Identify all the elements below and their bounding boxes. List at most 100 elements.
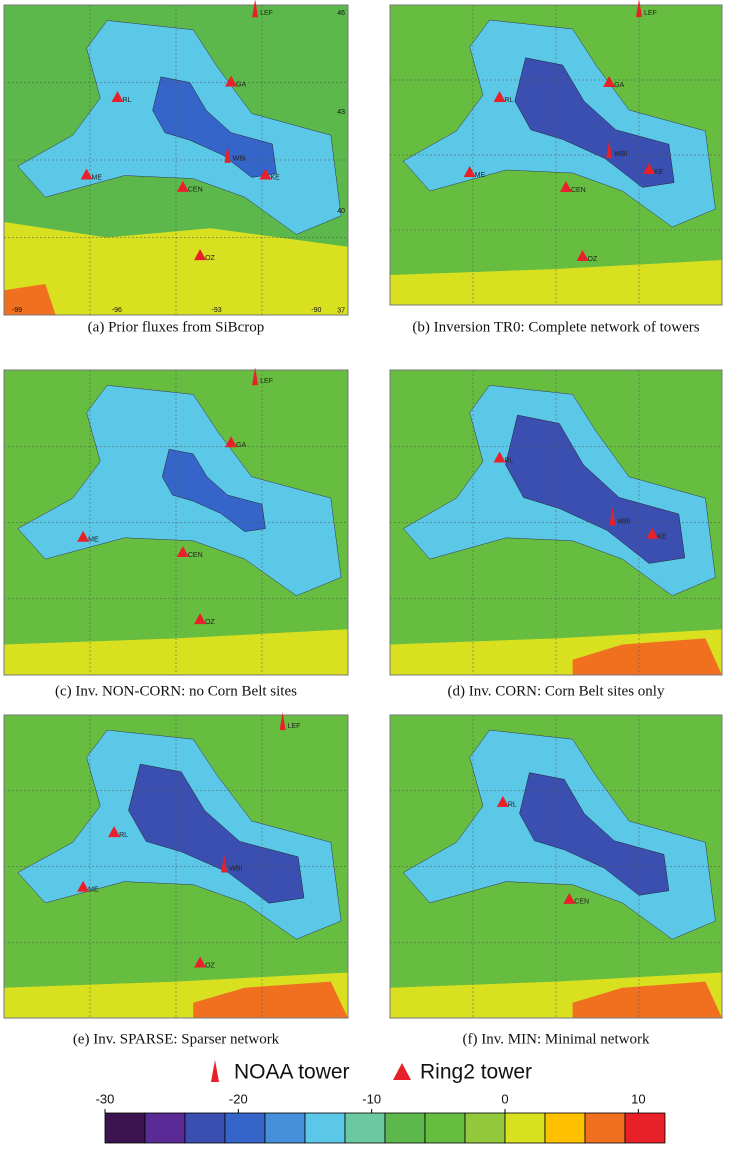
latitude-label: 43	[337, 109, 345, 116]
tower-marker	[279, 712, 286, 731]
strong-uptake-region	[519, 772, 670, 896]
site-label: OZ	[205, 619, 215, 626]
orange-patch	[4, 284, 56, 315]
orange-patch	[193, 981, 348, 1018]
tower-marker	[176, 546, 189, 557]
tower-marker	[225, 436, 238, 448]
site-label: ME	[475, 172, 486, 179]
site-label: RL	[508, 802, 517, 809]
colorbar-bin	[104, 1112, 146, 1144]
colorbar-bin	[304, 1112, 346, 1144]
site-label: CEN	[188, 552, 203, 559]
site-label: KE	[654, 169, 664, 176]
strong-uptake-region	[128, 763, 305, 904]
map-frame	[389, 369, 723, 676]
colorbar-bin	[544, 1112, 586, 1144]
longitude-label: -96	[112, 307, 122, 314]
map-frame	[389, 4, 723, 306]
site-label: WBI	[614, 151, 627, 158]
site-label: LEF	[644, 10, 657, 17]
site-label: GA	[236, 81, 246, 88]
latitude-label: 37	[337, 307, 345, 314]
panel-caption: (a) Prior fluxes from SiBcrop	[88, 319, 265, 335]
tower-marker	[559, 181, 572, 192]
tower-marker	[576, 250, 589, 261]
tower-marker	[221, 854, 228, 873]
site-label: RL	[505, 457, 514, 464]
colorbar-bin	[424, 1112, 466, 1144]
site-label: OZ	[205, 962, 215, 969]
site-label: KE	[270, 174, 280, 181]
tower-marker	[77, 530, 90, 542]
tower-marker	[252, 0, 259, 18]
map-panel: LEF RL WBI ME OZ	[3, 712, 349, 1019]
site-label: LEF	[260, 10, 273, 17]
latitude-label: 46	[337, 10, 345, 17]
tower-marker	[603, 76, 616, 87]
tower-marker	[176, 180, 189, 192]
tower-marker	[606, 140, 613, 158]
site-label: LEF	[288, 723, 301, 730]
tower-marker	[259, 168, 272, 180]
tower-marker	[636, 0, 642, 17]
colorbar-bin	[584, 1112, 626, 1144]
colorbar-tick-label: 10	[631, 1091, 645, 1106]
colorbar-tick-label: -30	[96, 1091, 115, 1106]
site-label: KE	[657, 534, 667, 541]
panel-caption: (e) Inv. SPARSE: Sparser network	[73, 1031, 280, 1047]
site-label: RL	[119, 832, 128, 839]
longitude-label: -90	[311, 307, 321, 314]
site-label: GA	[236, 442, 246, 449]
map-panel: 46 43 40 37 -99 -96 -93 -90 LEF GA RL WBI ME KE CEN OZ	[3, 0, 349, 316]
map-frame	[3, 4, 349, 316]
map-frame	[3, 714, 349, 1019]
colorbar-bin	[184, 1112, 226, 1144]
tower-marker	[609, 507, 616, 526]
panel-caption: (d) Inv. CORN: Corn Belt sites only	[448, 683, 665, 699]
colorbar-bin	[264, 1112, 306, 1144]
map-panel: LEF GA ME CEN OZ	[3, 367, 349, 676]
site-label: OZ	[205, 255, 215, 262]
colorbar-bin	[144, 1112, 186, 1144]
tower-marker	[493, 91, 506, 102]
tower-marker	[194, 613, 207, 625]
colorbar-bin	[224, 1112, 266, 1144]
site-label: WBI	[233, 156, 246, 163]
panel-caption: (c) Inv. NON-CORN: no Corn Belt sites	[55, 683, 297, 699]
colorbar-tick-label: -20	[229, 1091, 248, 1106]
longitude-label: -99	[12, 307, 22, 314]
site-label: CEN	[571, 187, 586, 194]
colorbar-tick-label: 0	[501, 1091, 508, 1106]
tower-marker	[77, 880, 90, 892]
map-panel: RL WBI KE	[389, 369, 723, 676]
panel-caption: (f) Inv. MIN: Minimal network	[463, 1031, 650, 1047]
tower-marker	[252, 367, 259, 386]
tower-marker	[194, 249, 207, 261]
site-label: ME	[88, 537, 99, 544]
map-frame	[3, 369, 349, 676]
orange-patch	[572, 981, 722, 1018]
site-label: ME	[88, 887, 99, 894]
colorbar-bin	[504, 1112, 546, 1144]
tower-marker	[646, 527, 659, 539]
tower-marker	[496, 795, 509, 807]
legend-label: Ring2 tower	[420, 1061, 532, 1084]
strong-uptake-region	[161, 449, 266, 532]
tower-marker	[463, 166, 476, 177]
tower-marker	[108, 826, 121, 838]
colorbar-bin	[464, 1112, 506, 1144]
site-label: OZ	[588, 256, 598, 263]
map-panel: RL CEN	[389, 714, 723, 1019]
site-label: WBI	[617, 518, 630, 525]
colorbar-bin	[344, 1112, 386, 1144]
panel-caption: (b) Inversion TR0: Complete network of t…	[412, 319, 699, 335]
tower-marker	[80, 168, 93, 180]
tower-marker	[493, 451, 506, 463]
site-label: LEF	[260, 378, 273, 385]
tower-marker	[111, 91, 124, 102]
site-label: WBI	[229, 865, 242, 872]
tower-marker	[225, 75, 238, 87]
legend-noaa-marker	[211, 1060, 219, 1082]
site-label: RL	[505, 97, 514, 104]
